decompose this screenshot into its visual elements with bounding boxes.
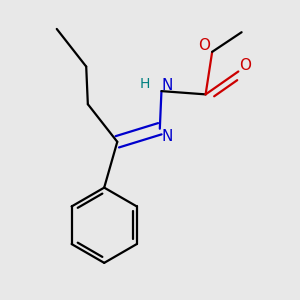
Text: O: O <box>239 58 251 73</box>
Text: O: O <box>198 38 210 53</box>
Text: H: H <box>139 77 150 91</box>
Text: N: N <box>161 129 173 144</box>
Text: N: N <box>162 78 173 93</box>
